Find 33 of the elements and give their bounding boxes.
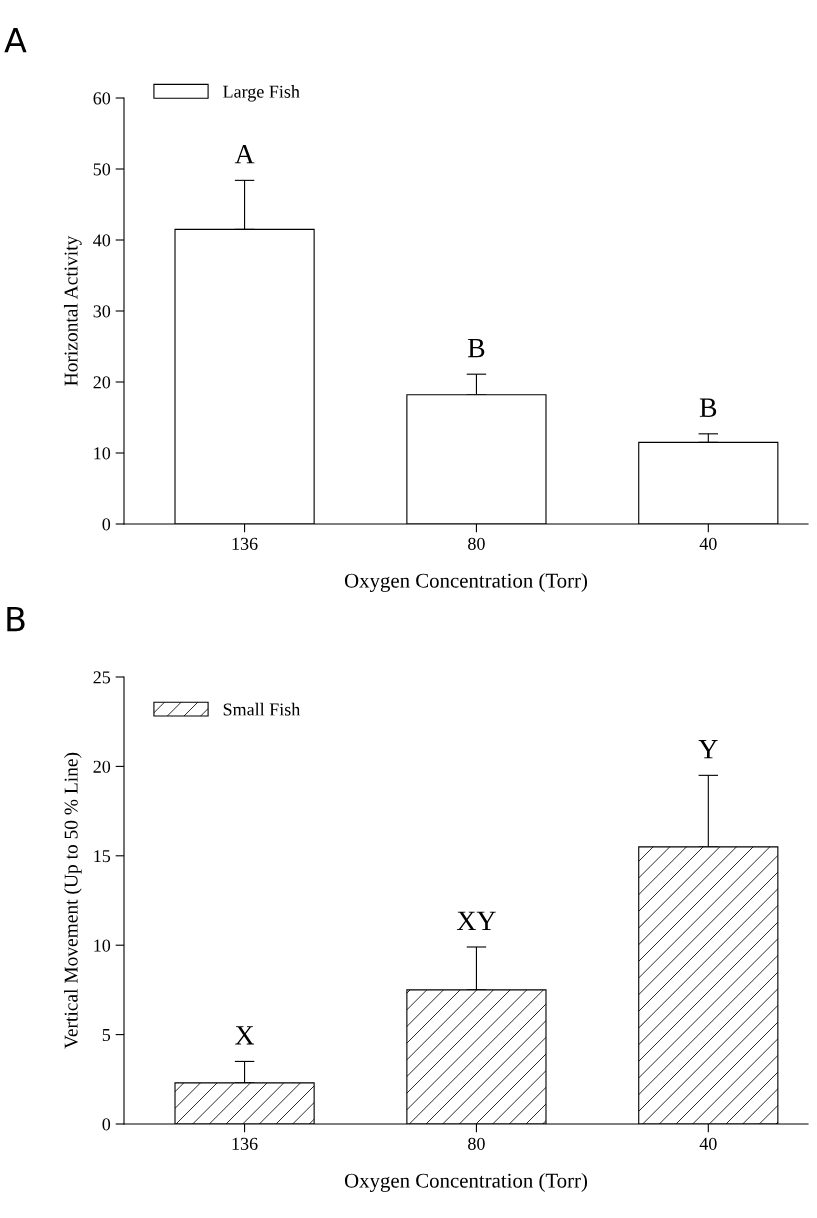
x-tick-label: 80 xyxy=(468,537,485,550)
x-tick-label: 40 xyxy=(699,1137,717,1150)
x-tick-label: 80 xyxy=(468,1137,485,1150)
x-tick-label: 136 xyxy=(232,537,258,550)
annotation: B xyxy=(467,338,485,358)
annotation: B xyxy=(699,398,717,417)
y-tick-label: 15 xyxy=(94,850,111,863)
x-axis-title: Oxygen Concentration (Torr) xyxy=(344,1173,587,1192)
annotation: XY xyxy=(456,911,496,930)
legend-label: Large Fish xyxy=(223,85,300,102)
y-tick-label: 20 xyxy=(93,760,111,773)
legend-label: Small Fish xyxy=(223,702,301,716)
y-tick-label: 60 xyxy=(93,92,111,105)
text: A xyxy=(4,27,27,53)
y-tick-label: 0 xyxy=(102,1118,111,1131)
annotation: X xyxy=(235,1026,255,1045)
y-tick-label: 30 xyxy=(93,305,111,318)
y-tick-label: 40 xyxy=(93,234,111,247)
y-tick-label: 10 xyxy=(94,447,111,460)
y-tick-label: 5 xyxy=(102,1029,111,1042)
y-tick-label: 50 xyxy=(93,163,111,176)
y-tick-label: 10 xyxy=(94,939,111,952)
y-tick-label: 25 xyxy=(93,671,111,684)
annotation: Y xyxy=(698,740,718,759)
text: B xyxy=(7,606,25,632)
x-axis-title: Oxygen Concentration (Torr) xyxy=(344,573,587,592)
y-tick-label: 20 xyxy=(93,376,111,389)
x-tick-label: 40 xyxy=(699,537,717,550)
y-tick-label: 0 xyxy=(102,518,111,531)
y-axis-title: Vertical Movement (Up to 50 % Line) xyxy=(64,752,82,1049)
annotation: A xyxy=(234,145,255,164)
y-axis-title: Horizontal Activity xyxy=(63,235,82,386)
x-tick-label: 136 xyxy=(232,1137,258,1150)
